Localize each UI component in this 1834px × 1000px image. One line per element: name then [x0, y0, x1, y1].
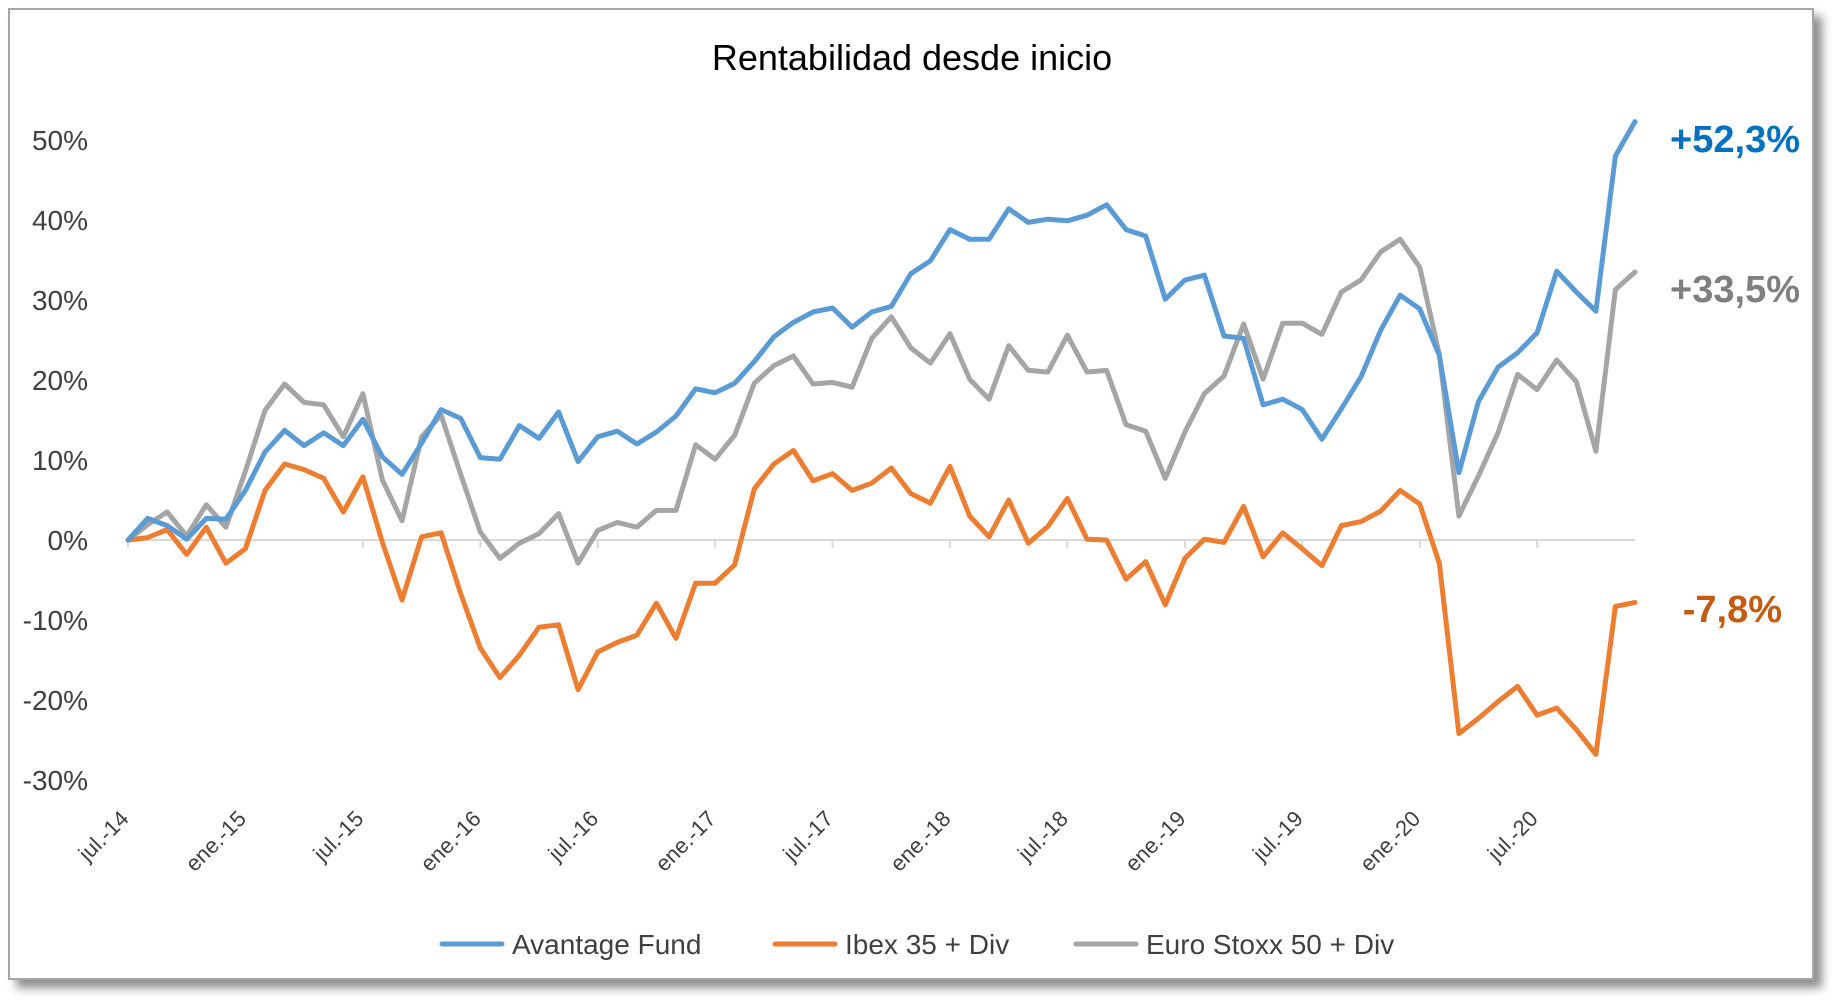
series-lines — [125, 119, 1638, 757]
x-tick-label: ene.-16 — [415, 806, 485, 876]
y-tick-label: 40% — [32, 205, 88, 236]
legend: Avantage Fund Ibex 35 + Div Euro Stoxx 50 … — [439, 929, 1394, 960]
chart-title: Rentabilidad desde inicio — [712, 37, 1112, 78]
y-tick-label: 10% — [32, 445, 88, 476]
x-tick-label: jul.-15 — [308, 806, 369, 867]
y-tick-label: 20% — [32, 365, 88, 396]
end-label-avantage-fund: +52,3% — [1670, 119, 1800, 161]
end-labels: +52,3% -7,8% +33,5% — [1670, 119, 1800, 631]
x-axis: jul.-14 ene.-15 jul.-15 ene.-16 jul.-16 ene.-… — [73, 539, 1635, 876]
end-label-ibex-35-div: -7,8% — [1683, 589, 1782, 631]
y-tick-label: 0% — [48, 525, 88, 556]
y-tick-label: 30% — [32, 285, 88, 316]
x-tick-label: jul.-17 — [777, 806, 838, 867]
y-tick-label: -20% — [23, 685, 88, 716]
line-chart: Rentabilidad desde inicio 50% 40% 30% 20% 10… — [23, 37, 1800, 960]
x-tick-label: ene.-18 — [885, 806, 955, 876]
x-tick-label: ene.-15 — [181, 806, 251, 876]
end-label-euro-stoxx-50-div: +33,5% — [1670, 269, 1800, 311]
legend-label-ibex-35-div: Ibex 35 + Div — [845, 929, 1009, 960]
x-tick-label: ene.-19 — [1120, 806, 1190, 876]
x-tick-label: jul.-20 — [1482, 806, 1543, 867]
x-tick-label: jul.-14 — [73, 806, 134, 867]
x-tick-label: ene.-17 — [650, 806, 720, 876]
legend-label-euro-stoxx-50-div: Euro Stoxx 50 + Div — [1146, 929, 1394, 960]
series-line-avantage-fund — [125, 119, 1638, 543]
y-tick-label: -30% — [23, 765, 88, 796]
series-line-ibex-35-div — [125, 447, 1638, 757]
series-line-euro-stoxx-50-div — [125, 236, 1638, 566]
chart-frame: Rentabilidad desde inicio 50% 40% 30% 20% 10… — [8, 8, 1814, 980]
x-tick-label: jul.-18 — [1012, 806, 1073, 867]
x-tick-label: jul.-16 — [542, 806, 603, 867]
x-tick-label: ene.-20 — [1355, 806, 1425, 876]
legend-label-avantage-fund: Avantage Fund — [512, 929, 701, 960]
y-axis: 50% 40% 30% 20% 10% 0% -10% -20% -30% — [23, 125, 88, 796]
y-tick-label: 50% — [32, 125, 88, 156]
x-tick-label: jul.-19 — [1247, 806, 1308, 867]
y-tick-label: -10% — [23, 605, 88, 636]
